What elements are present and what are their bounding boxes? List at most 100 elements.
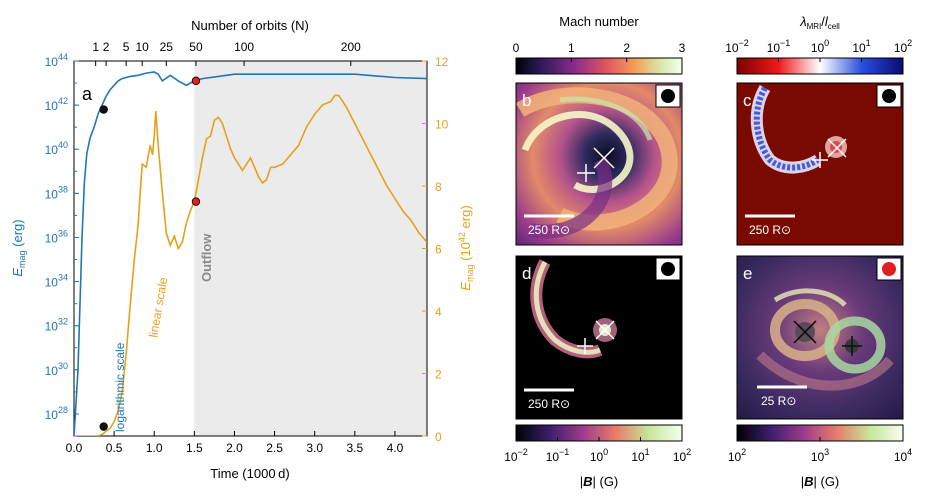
annotation-outflow: Outflow bbox=[199, 233, 214, 282]
panel-b-indicator-dot bbox=[661, 89, 675, 103]
series-line-logarithmic-scale bbox=[74, 71, 427, 436]
colorbar-tick-label: 103 bbox=[811, 447, 829, 464]
colorbar-mach-ticks: 0 1 2 3 bbox=[513, 41, 686, 62]
annotation-logarithmic-scale: logarithmic scale bbox=[113, 342, 127, 432]
panel-label-c: c bbox=[743, 91, 752, 110]
top-tick-label: 200 bbox=[341, 40, 361, 54]
colorbar-tick-label: 102 bbox=[673, 447, 691, 464]
colorbar-mach-bar bbox=[515, 57, 683, 75]
x-axis-ticks: 0.0 0.5 1.0 1.5 2.0 2.5 3.0 3.5 4.0 bbox=[66, 431, 404, 455]
panel-c-scale-label: 250 R⊙ bbox=[749, 223, 791, 237]
annotation-linear-scale: linear scale bbox=[146, 276, 170, 339]
colorbar-tick-label: 10−1 bbox=[767, 38, 791, 55]
right-axis-ticks: 0 2 4 6 8 10 12 bbox=[422, 55, 449, 444]
panel-label-a: a bbox=[82, 84, 93, 104]
colorbar-lambda-title: λMRI/lcell bbox=[799, 14, 840, 31]
panel-d-scale-label: 250 R⊙ bbox=[528, 397, 570, 411]
left-axis-title: Emag (erg) bbox=[10, 219, 27, 276]
x-tick-label: 3.0 bbox=[306, 441, 323, 455]
colorbar-bfield-large-title: |B| (G) bbox=[801, 474, 840, 489]
right-tick-label: 8 bbox=[435, 180, 442, 194]
left-tick-label: 1036 bbox=[45, 228, 68, 245]
x-tick-label: 3.5 bbox=[346, 441, 363, 455]
x-tick-label: 0.5 bbox=[106, 441, 123, 455]
colorbar-tick-label: 1 bbox=[568, 41, 575, 55]
x-tick-label: 2.5 bbox=[266, 441, 283, 455]
colorbar-tick-label: 3 bbox=[679, 41, 686, 55]
colorbar-tick-label: 10−2 bbox=[504, 447, 528, 464]
top-axis-title: Number of orbits (N) bbox=[191, 18, 309, 33]
panel-e-markers bbox=[793, 320, 862, 356]
panel-b-markers bbox=[577, 147, 615, 182]
colorbar-mach-title: Mach number bbox=[559, 14, 639, 29]
x-tick-label: 2.0 bbox=[226, 441, 243, 455]
colorbar-tick-label: 2 bbox=[623, 41, 630, 55]
colorbar-lambda: λMRI/lcell 10−2 10−1 100 101 102 bbox=[725, 14, 912, 75]
series-line-linear-scale bbox=[74, 94, 427, 436]
top-tick-label: 50 bbox=[189, 40, 203, 54]
colorbar-tick-label: 101 bbox=[631, 447, 649, 464]
panel-b-image: b 250 R⊙ bbox=[515, 82, 683, 246]
panel-d-image: d 250 R⊙ bbox=[515, 255, 683, 420]
top-tick-label: 25 bbox=[160, 40, 174, 54]
series-marker bbox=[191, 197, 201, 206]
panel-c-markers bbox=[812, 138, 847, 168]
left-axis-ticks: 1028 1030 1032 1034 1036 1038 1040 1042 1044 bbox=[45, 52, 79, 437]
x-tick-label: 1.5 bbox=[186, 441, 203, 455]
colorbar-bfield-large: 102 103 104 |B| (G) bbox=[728, 424, 912, 489]
right-tick-label: 0 bbox=[435, 430, 442, 444]
left-tick-label: 1040 bbox=[45, 140, 68, 157]
panel-b-scale-label: 250 R⊙ bbox=[528, 223, 570, 237]
colorbar-lambda-ticks: 10−2 10−1 100 101 102 bbox=[725, 38, 912, 62]
right-tick-label: 10 bbox=[435, 118, 449, 132]
panel-e-image: e 25 R⊙ bbox=[736, 255, 904, 420]
left-tick-label: 1028 bbox=[45, 405, 68, 422]
left-tick-label: 1044 bbox=[45, 52, 68, 69]
colorbar-bfield-small: 10−2 10−1 100 101 102 |B| (G) bbox=[504, 424, 691, 489]
colorbar-tick-label: 10−2 bbox=[725, 38, 749, 55]
series-marker bbox=[191, 76, 201, 86]
panel-e-scale-label: 25 R⊙ bbox=[761, 394, 796, 408]
panel-d-markers bbox=[577, 320, 615, 354]
outflow-region bbox=[194, 61, 427, 436]
colorbar-bfield-small-ticks: 10−2 10−1 100 101 102 bbox=[504, 437, 691, 464]
top-tick-label: 5 bbox=[123, 40, 130, 54]
top-tick-label: 2 bbox=[103, 40, 110, 54]
panel-c-image: c 250 R⊙ bbox=[736, 82, 904, 246]
right-axis-title: Emag (1042 erg) bbox=[457, 205, 475, 290]
right-tick-label: 6 bbox=[435, 243, 442, 257]
left-tick-label: 1032 bbox=[45, 317, 68, 334]
top-tick-label: 1 bbox=[92, 40, 99, 54]
panel-label-e: e bbox=[743, 264, 752, 283]
top-tick-label: 10 bbox=[136, 40, 150, 54]
right-tick-label: 2 bbox=[435, 368, 442, 382]
series-marker bbox=[99, 422, 108, 431]
left-tick-label: 1030 bbox=[45, 361, 68, 378]
left-tick-label: 1038 bbox=[45, 184, 68, 201]
colorbar-tick-label: 102 bbox=[894, 38, 912, 55]
top-tick-label: 100 bbox=[234, 40, 254, 54]
colorbar-tick-label: 100 bbox=[811, 38, 829, 55]
left-tick-label: 1042 bbox=[45, 96, 68, 113]
right-tick-label: 12 bbox=[435, 55, 449, 69]
colorbar-tick-label: 102 bbox=[728, 447, 746, 464]
colorbar-tick-label: 100 bbox=[590, 447, 608, 464]
colorbar-tick-label: 101 bbox=[852, 38, 870, 55]
left-tick-label: 1034 bbox=[45, 273, 68, 290]
colorbar-bfield-large-ticks: 102 103 104 bbox=[728, 437, 912, 464]
panel-a-chart: 0.0 0.5 1.0 1.5 2.0 2.5 3.0 3.5 4.0 1 2 5 10 25 50 100… bbox=[10, 18, 475, 481]
series-marker bbox=[99, 105, 108, 114]
panel-label-d: d bbox=[522, 264, 531, 283]
x-axis-title: Time (1000 d) bbox=[210, 466, 289, 481]
colorbar-mach: Mach number 0 1 2 3 bbox=[513, 14, 686, 75]
panel-e-indicator-dot bbox=[882, 262, 896, 276]
top-axis-ticks: 1 2 5 10 25 50 100 200 bbox=[92, 40, 361, 66]
x-tick-label: 1.0 bbox=[146, 441, 163, 455]
series-markers bbox=[99, 76, 201, 431]
colorbar-tick-label: 104 bbox=[894, 447, 912, 464]
colorbar-bfield-small-title: |B| (G) bbox=[580, 474, 619, 489]
colorbar-tick-label: 10−1 bbox=[546, 447, 570, 464]
colorbar-tick-label: 0 bbox=[513, 41, 520, 55]
right-tick-label: 4 bbox=[435, 305, 442, 319]
panel-c-indicator-dot bbox=[882, 89, 896, 103]
